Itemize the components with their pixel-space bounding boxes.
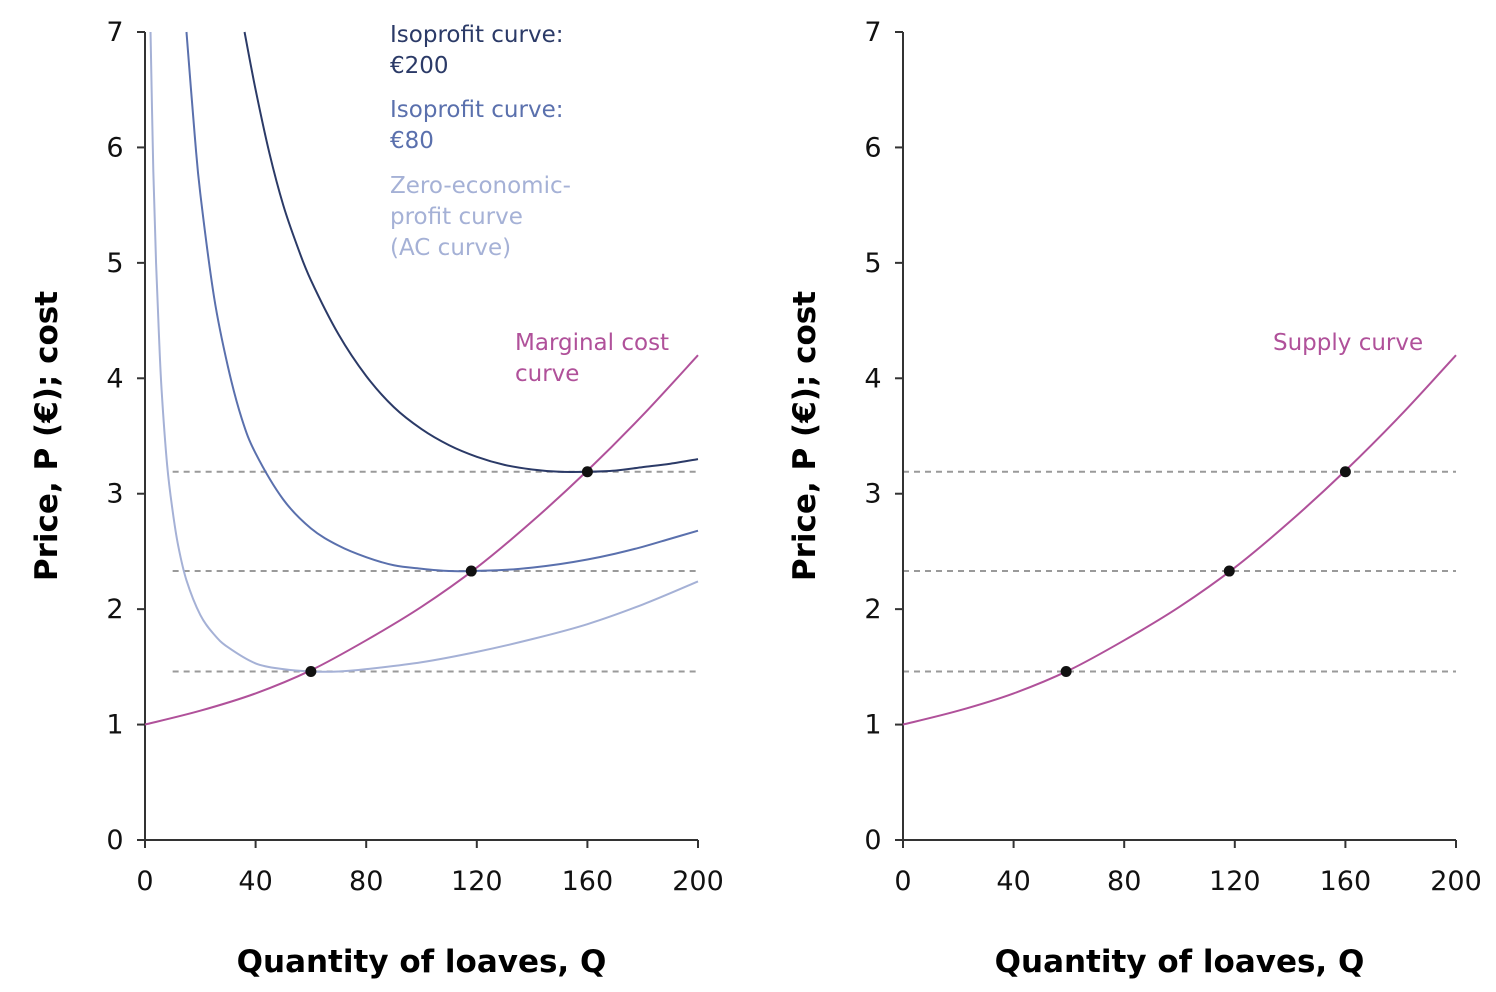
equilibrium-point-0 xyxy=(305,665,317,677)
curve-marginal-cost xyxy=(902,354,1457,726)
x-tick-label: 0 xyxy=(894,866,911,897)
x-tick-label: 40 xyxy=(996,866,1030,897)
y-tick-label: 2 xyxy=(864,594,881,625)
right-chart: 0 1 2 3 4 5 6 7 0 40 80 120 160 200 Price, P (€); cost… xyxy=(787,17,1482,980)
label-line: profit curve xyxy=(390,204,523,230)
y-axis-title: Price, P (€); cost xyxy=(29,291,65,581)
equilibrium-point-0 xyxy=(1060,665,1072,677)
label-line: (AC curve) xyxy=(390,235,511,261)
y-tick-label: 6 xyxy=(106,132,123,163)
x-tick-label: 40 xyxy=(238,866,272,897)
x-tick-label: 120 xyxy=(451,866,503,897)
label-line: curve xyxy=(515,361,579,387)
equilibrium-point-1 xyxy=(465,565,477,577)
label-isoprofit-80: Isoprofit curve: €80 xyxy=(390,97,563,154)
label-zero-profit: Zero-economic-profit curve (AC curve) xyxy=(390,173,571,261)
label-line: €80 xyxy=(390,128,434,154)
y-tick-label: 1 xyxy=(106,710,123,741)
y-axis-title: Price, P (€); cost xyxy=(787,291,823,581)
y-tick-label: 3 xyxy=(106,479,123,510)
x-axis-title: Quantity of loaves, Q xyxy=(995,944,1365,980)
left-chart: 0 1 2 3 4 5 6 7 0 40 80 120 160 200 Price, P (€); cost… xyxy=(29,17,724,980)
y-tick-label: 5 xyxy=(106,248,123,279)
curve-isoprofit-80 xyxy=(185,31,699,573)
x-tick-label: 80 xyxy=(1107,866,1141,897)
curve-marginal-cost xyxy=(144,354,699,726)
x-tick-label: 160 xyxy=(1320,866,1372,897)
x-axis-title: Quantity of loaves, Q xyxy=(237,944,607,980)
y-tick-label: 0 xyxy=(106,825,123,856)
x-tick-label: 0 xyxy=(136,866,153,897)
x-tick-label: 200 xyxy=(1430,866,1482,897)
y-tick-label: 4 xyxy=(864,363,881,394)
x-tick-label: 200 xyxy=(672,866,724,897)
label-marginal-cost: Marginal cost curve xyxy=(515,330,669,387)
label-line: Supply curve xyxy=(1273,330,1423,356)
equilibrium-point-1 xyxy=(1223,565,1235,577)
y-tick-label: 5 xyxy=(864,248,881,279)
label-line: €200 xyxy=(390,53,449,79)
label-line: Isoprofit curve: xyxy=(390,97,563,123)
y-tick-label: 0 xyxy=(864,825,881,856)
label-line: Marginal cost xyxy=(515,330,669,356)
y-tick-label: 7 xyxy=(864,17,881,48)
curve-isoprofit-200 xyxy=(243,31,699,474)
x-tick-label: 160 xyxy=(562,866,614,897)
label-line: Zero-economic- xyxy=(390,173,571,199)
equilibrium-point-2 xyxy=(581,466,593,478)
label-marginal-cost: Supply curve xyxy=(1273,330,1423,356)
equilibrium-point-2 xyxy=(1339,466,1351,478)
curve-zero-profit xyxy=(149,31,699,673)
label-isoprofit-200: Isoprofit curve: €200 xyxy=(390,22,563,79)
y-tick-label: 7 xyxy=(106,17,123,48)
y-tick-label: 2 xyxy=(106,594,123,625)
x-tick-label: 80 xyxy=(349,866,383,897)
label-line: Isoprofit curve: xyxy=(390,22,563,48)
y-tick-label: 6 xyxy=(864,132,881,163)
y-tick-label: 1 xyxy=(864,710,881,741)
y-tick-label: 4 xyxy=(106,363,123,394)
x-tick-label: 120 xyxy=(1209,866,1261,897)
y-tick-label: 3 xyxy=(864,479,881,510)
